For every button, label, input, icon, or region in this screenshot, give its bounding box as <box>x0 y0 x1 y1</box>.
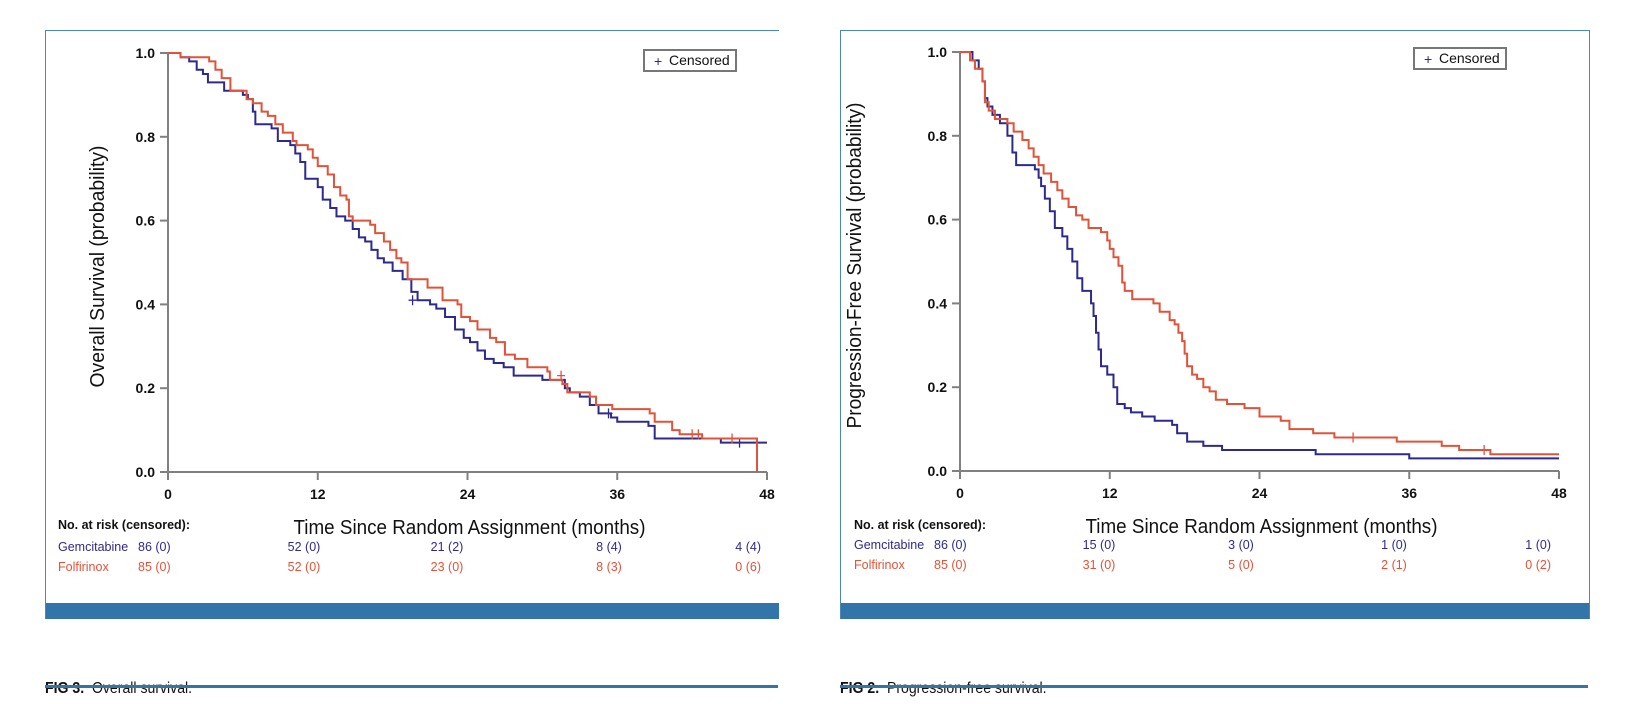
risk-cell: 8 (4) <box>596 540 622 554</box>
figure-2-caption: FIG 2. Progression-free survival. <box>840 680 1047 698</box>
legend-label: Censored <box>1439 50 1500 66</box>
x-tick-label: 36 <box>609 486 625 502</box>
risk-row-label: Folfirinox <box>58 560 109 574</box>
km-curve-folfirinox <box>960 51 1559 456</box>
y-tick-label: 0.0 <box>928 463 948 479</box>
x-tick-label: 0 <box>956 485 964 501</box>
y-tick-label: 1.0 <box>928 44 948 60</box>
x-tick-label: 12 <box>310 486 326 502</box>
risk-cell: 85 (0) <box>934 558 967 572</box>
risk-row-label: Gemcitabine <box>854 538 924 552</box>
risk-cell: 23 (0) <box>431 560 464 574</box>
censored-marker-folfirinox <box>1480 445 1489 456</box>
x-tick-label: 48 <box>1551 485 1567 501</box>
censored-marker-folfirinox <box>1349 432 1358 443</box>
y-tick-label: 0.2 <box>136 380 156 396</box>
censored-marker-folfirinox <box>557 370 566 381</box>
risk-cell: 1 (0) <box>1381 538 1407 552</box>
y-tick-label: 1.0 <box>136 45 156 61</box>
figure-2-caption-text: Progression-free survival. <box>886 680 1047 697</box>
censored-plus-icon: + <box>1424 51 1432 67</box>
figure-2-panel: 0.0 0.2 0.4 0.6 0.8 1.0 0 12 24 36 48 Time Since Ra… <box>840 30 1590 619</box>
censored-marker-folfirinox <box>694 429 703 440</box>
risk-cell: 8 (3) <box>596 560 622 574</box>
figure-2-bottom-bar <box>841 603 1589 619</box>
progression-free-survival-chart: 0.0 0.2 0.4 0.6 0.8 1.0 0 12 24 36 48 Time Since Ra… <box>844 44 1567 572</box>
risk-cell: 2 (1) <box>1381 558 1407 572</box>
risk-cell: 0 (6) <box>735 560 761 574</box>
risk-cell: 15 (0) <box>1083 538 1116 552</box>
risk-table-header: No. at risk (censored): <box>854 518 986 532</box>
censored-plus-icon: + <box>654 53 662 69</box>
y-tick-label: 0.8 <box>928 128 948 144</box>
y-tick-label: 0.4 <box>136 296 156 312</box>
risk-cell: 3 (0) <box>1228 538 1254 552</box>
legend-box <box>1413 47 1507 70</box>
y-tick-label: 0.0 <box>136 464 156 480</box>
x-tick-label: 12 <box>1102 485 1118 501</box>
risk-row-label: Gemcitabine <box>58 540 128 554</box>
risk-cell: 85 (0) <box>138 560 171 574</box>
risk-cell: 1 (0) <box>1525 538 1551 552</box>
risk-cell: 0 (2) <box>1525 558 1551 572</box>
x-tick-label: 24 <box>1252 485 1268 501</box>
x-tick-label: 36 <box>1401 485 1417 501</box>
risk-table-header: No. at risk (censored): <box>58 518 190 532</box>
y-tick-label: 0.6 <box>136 213 156 229</box>
risk-row-label: Folfirinox <box>854 558 905 572</box>
km-curve-gemcitabine <box>168 52 767 444</box>
figure-3-caption: FIG 3. Overall survival. <box>45 680 192 698</box>
risk-cell: 86 (0) <box>934 538 967 552</box>
censored-marker-gemcitabine <box>408 295 417 306</box>
censored-marker-gemcitabine <box>604 408 613 419</box>
legend: + Censored <box>1413 47 1507 70</box>
risk-cell: 5 (0) <box>1228 558 1254 572</box>
y-tick-label: 0.6 <box>928 212 948 228</box>
figure-3-bottom-bar <box>46 603 779 619</box>
figure-3-rule <box>45 685 778 688</box>
x-tick-label: 48 <box>759 486 775 502</box>
legend: + Censored <box>643 49 737 72</box>
legend-box <box>643 49 737 72</box>
risk-cell: 86 (0) <box>138 540 171 554</box>
risk-cell: 31 (0) <box>1083 558 1116 572</box>
figure-2-rule <box>840 685 1588 688</box>
y-tick-label: 0.8 <box>136 129 156 145</box>
risk-cell: 21 (2) <box>431 540 464 554</box>
x-axis-title: Time Since Random Assignment (months) <box>1086 516 1438 538</box>
overall-survival-chart: 0.0 0.2 0.4 0.6 0.8 1.0 0 12 24 36 48 Time Since Ra… <box>58 45 775 574</box>
x-tick-label: 24 <box>460 486 476 502</box>
y-tick-label: 0.2 <box>928 379 948 395</box>
y-axis-title: Overall Survival (probability) <box>87 146 109 388</box>
km-curve-folfirinox <box>168 52 759 472</box>
figure-2-caption-label: FIG 2. <box>840 680 880 697</box>
figure-3-panel: 0.0 0.2 0.4 0.6 0.8 1.0 0 12 24 36 48 Time Since Ra… <box>45 30 779 619</box>
x-axis-title: Time Since Random Assignment (months) <box>294 517 646 539</box>
censored-marker-folfirinox <box>728 433 737 444</box>
y-axis-title: Progression-Free Survival (probability) <box>844 103 866 429</box>
risk-cell: 4 (4) <box>735 540 761 554</box>
risk-cell: 52 (0) <box>288 540 321 554</box>
legend-label: Censored <box>669 52 730 68</box>
figure-3-caption-text: Overall survival. <box>91 680 193 697</box>
y-tick-label: 0.4 <box>928 295 948 311</box>
x-tick-label: 0 <box>164 486 172 502</box>
km-curve-gemcitabine <box>960 51 1559 460</box>
figure-3-caption-label: FIG 3. <box>45 680 85 697</box>
risk-cell: 52 (0) <box>288 560 321 574</box>
